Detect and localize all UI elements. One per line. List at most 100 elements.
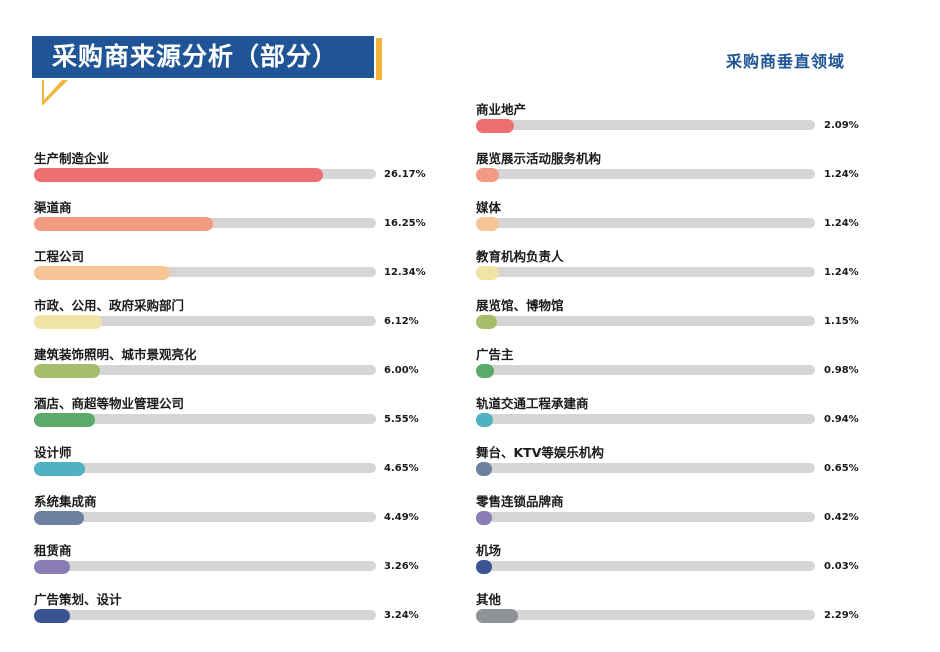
bar [476, 609, 518, 623]
bar-track [476, 463, 815, 473]
bar-label: 舞台、KTV等娱乐机构 [476, 445, 604, 460]
bar-label: 教育机构负责人 [476, 249, 564, 264]
bar [34, 217, 214, 231]
bar-track [34, 561, 376, 571]
bar-row: 市政、公用、政府采购部门 6.12% [34, 295, 434, 341]
bar-row: 轨道交通工程承建商 0.94% [476, 393, 876, 439]
bar-value-label: 1.24% [824, 267, 859, 278]
bar-value-label: 12.34% [384, 267, 426, 278]
bar-track [476, 561, 815, 571]
bar-value-label: 16.25% [384, 218, 426, 229]
bar-value-label: 6.00% [384, 365, 419, 376]
bar [34, 609, 70, 623]
bar-value-label: 0.03% [824, 561, 859, 572]
bar-value-label: 2.29% [824, 610, 859, 621]
bar [34, 413, 96, 427]
bar-value-label: 3.26% [384, 561, 419, 572]
bar [476, 315, 498, 329]
bar-value-label: 4.65% [384, 463, 419, 474]
bar-track [34, 365, 376, 375]
bar [34, 168, 323, 182]
bar [34, 560, 70, 574]
bar [34, 266, 171, 280]
bar-label: 工程公司 [34, 249, 85, 264]
bar [476, 413, 494, 427]
bar-row: 媒体 1.24% [476, 197, 876, 243]
bar-value-label: 6.12% [384, 316, 419, 327]
bar-label: 市政、公用、政府采购部门 [34, 298, 185, 313]
bar-row: 机场 0.03% [476, 540, 876, 586]
title-banner-tail [42, 80, 68, 106]
bar-row: 广告策划、设计 3.24% [34, 589, 434, 635]
bar-row: 展览展示活动服务机构 1.24% [476, 148, 876, 194]
bar-label: 租赁商 [34, 543, 72, 558]
bar-value-label: 1.15% [824, 316, 859, 327]
bar [34, 315, 102, 329]
bar-label: 广告策划、设计 [34, 592, 122, 607]
bar-value-label: 4.49% [384, 512, 419, 523]
bar-value-label: 0.94% [824, 414, 859, 425]
bar-label: 轨道交通工程承建商 [476, 396, 589, 411]
left-chart: 生产制造企业 26.17% 渠道商 16.25% 工程公司 12.34% 市政、公用、政府采… [34, 148, 434, 638]
bar-value-label: 0.98% [824, 365, 859, 376]
bar-row: 广告主 0.98% [476, 344, 876, 390]
bar-track [34, 463, 376, 473]
bar-label: 展览馆、博物馆 [476, 298, 564, 313]
bar-track [34, 512, 376, 522]
bar-row: 工程公司 12.34% [34, 246, 434, 292]
bar-row: 设计师 4.65% [34, 442, 434, 488]
bar-row: 教育机构负责人 1.24% [476, 246, 876, 292]
bar-value-label: 0.65% [824, 463, 859, 474]
title-banner: 采购商来源分析（部分） [30, 34, 382, 106]
bar-row: 生产制造企业 26.17% [34, 148, 434, 194]
bar-track [476, 169, 815, 179]
right-chart: 商业地产 2.09% 展览展示活动服务机构 1.24% 媒体 1.24% 教育机构负责人 1.… [476, 99, 876, 639]
bar-row: 渠道商 16.25% [34, 197, 434, 243]
bar-value-label: 26.17% [384, 169, 426, 180]
bar [476, 266, 499, 280]
bar-row: 酒店、商超等物业管理公司 5.55% [34, 393, 434, 439]
bar [476, 560, 492, 574]
bar-track [34, 267, 376, 277]
bar-row: 商业地产 2.09% [476, 99, 876, 145]
bar-label: 建筑装饰照明、城市景观亮化 [34, 347, 197, 362]
bar-row: 舞台、KTV等娱乐机构 0.65% [476, 442, 876, 488]
bar-track [34, 610, 376, 620]
bar-track [34, 316, 376, 326]
bar-label: 设计师 [34, 445, 72, 460]
chart-title-right: 采购商垂直领域 [726, 52, 846, 71]
bar [476, 462, 492, 476]
bar-track [476, 267, 815, 277]
bar-label: 机场 [476, 543, 502, 558]
bar-label: 其他 [476, 592, 502, 607]
bar-row: 系统集成商 4.49% [34, 491, 434, 537]
bar-value-label: 3.24% [384, 610, 419, 621]
bar [34, 364, 101, 378]
bar-value-label: 1.24% [824, 218, 859, 229]
bar-track [34, 414, 376, 424]
bar [476, 168, 499, 182]
bar-track [476, 610, 815, 620]
bar-label: 酒店、商超等物业管理公司 [34, 396, 185, 411]
bar-label: 广告主 [476, 347, 514, 362]
bar [476, 217, 499, 231]
bar-row: 其他 2.29% [476, 589, 876, 635]
bar-label: 展览展示活动服务机构 [476, 151, 602, 166]
bar-track [476, 414, 815, 424]
bar-value-label: 2.09% [824, 120, 859, 131]
chart-title-left: 采购商来源分析（部分） [30, 34, 376, 80]
bar-row: 租赁商 3.26% [34, 540, 434, 586]
bar-value-label: 0.42% [824, 512, 859, 523]
bar [34, 462, 86, 476]
bar-track [476, 316, 815, 326]
bar-label: 商业地产 [476, 102, 527, 117]
bar [476, 364, 494, 378]
bar-label: 生产制造企业 [34, 151, 110, 166]
bar-row: 零售连锁品牌商 0.42% [476, 491, 876, 537]
bar-value-label: 5.55% [384, 414, 419, 425]
bar-track [476, 365, 815, 375]
bar-track [476, 512, 815, 522]
bar-track [476, 218, 815, 228]
bar-label: 媒体 [476, 200, 502, 215]
bar-label: 零售连锁品牌商 [476, 494, 564, 509]
